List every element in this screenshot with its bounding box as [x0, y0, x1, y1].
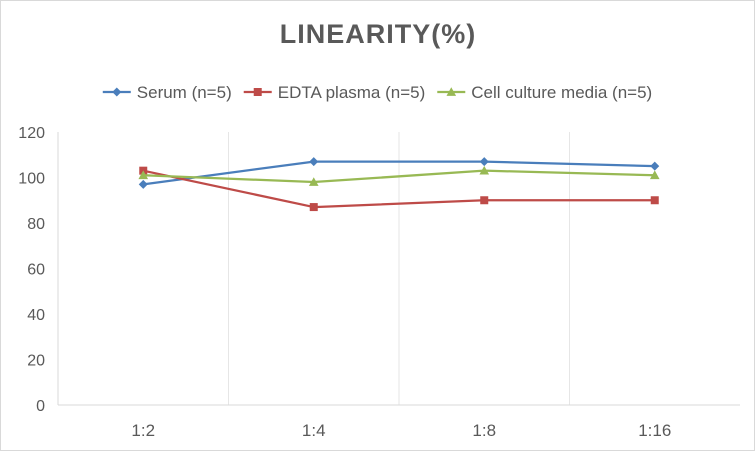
- y-axis: 0 20 40 60 80 100 120: [18, 125, 59, 415]
- legend: Serum (n=5) EDTA plasma (n=5) Cell culture…: [102, 83, 652, 102]
- data-point: [479, 165, 490, 175]
- legend-marker: [446, 87, 457, 96]
- x-tick-label: 1:2: [131, 421, 155, 440]
- data-point: [309, 203, 318, 212]
- legend-item-serum-n-5: Serum (n=5): [102, 83, 232, 102]
- data-point: [308, 177, 319, 186]
- y-tick-label: 100: [18, 171, 45, 188]
- data-point: [650, 161, 660, 171]
- x-axis: 1:2 1:4 1:8 1:16: [58, 404, 740, 440]
- data-point: [480, 196, 489, 205]
- series-line-edta-plasma-n-5: [143, 169, 655, 209]
- y-tick-label: 60: [27, 262, 45, 279]
- data-point: [138, 170, 149, 180]
- series-line-serum-n-5: [143, 160, 655, 186]
- x-tick-label: 1:8: [472, 421, 496, 440]
- grid-lines: [228, 132, 570, 405]
- legend-label: EDTA plasma (n=5): [278, 83, 426, 102]
- legend-marker: [112, 87, 122, 97]
- legend-label: Cell culture media (n=5): [471, 83, 652, 102]
- data-point: [650, 196, 659, 205]
- data-point: [309, 157, 319, 167]
- data-point: [138, 179, 148, 189]
- y-tick-label: 120: [18, 125, 45, 142]
- y-tick-label: 20: [27, 353, 45, 370]
- y-tick-label: 0: [36, 398, 45, 415]
- chart-title: LINEARITY(%): [280, 19, 477, 49]
- data-point: [649, 170, 660, 180]
- x-tick-label: 1:16: [638, 421, 671, 440]
- y-tick-label: 40: [27, 307, 45, 324]
- legend-item-edta-plasma-n-5: EDTA plasma (n=5): [243, 83, 426, 102]
- series-cell-culture-media-n-5: [138, 165, 660, 186]
- legend-label: Serum (n=5): [137, 83, 232, 102]
- series-layer: [138, 157, 660, 212]
- y-tick-label: 80: [27, 216, 45, 233]
- legend-item-cell-culture-media-n-5: Cell culture media (n=5): [437, 83, 652, 102]
- data-point: [479, 157, 489, 167]
- series-line-cell-culture-media-n-5: [143, 169, 655, 184]
- legend-marker: [253, 88, 262, 96]
- x-tick-label: 1:4: [302, 421, 326, 440]
- series-serum-n-5: [138, 157, 660, 189]
